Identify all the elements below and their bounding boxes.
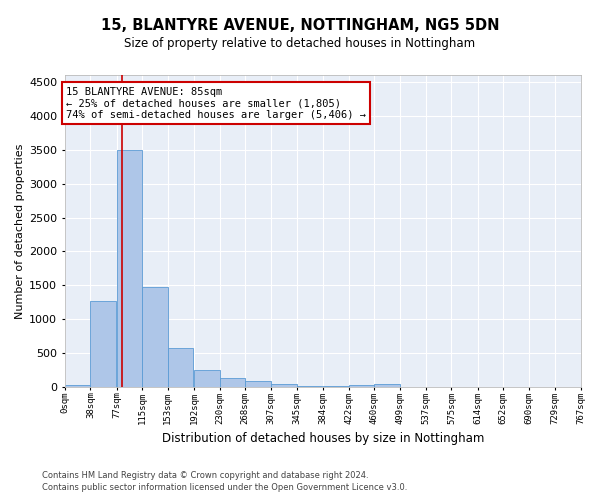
Bar [194,370,220,388]
Text: 15 BLANTYRE AVENUE: 85sqm
← 25% of detached houses are smaller (1,805)
74% of se: 15 BLANTYRE AVENUE: 85sqm ← 25% of detac… [66,86,366,120]
Y-axis label: Number of detached properties: Number of detached properties [15,144,25,319]
Bar [116,150,142,388]
Bar [168,348,193,388]
Bar [91,301,116,388]
Bar [297,386,322,388]
Bar [271,384,297,388]
Bar [142,287,168,388]
Bar [349,384,374,388]
Bar [374,384,400,388]
X-axis label: Distribution of detached houses by size in Nottingham: Distribution of detached houses by size … [161,432,484,445]
Text: Size of property relative to detached houses in Nottingham: Size of property relative to detached ho… [124,38,476,51]
Text: Contains HM Land Registry data © Crown copyright and database right 2024.: Contains HM Land Registry data © Crown c… [42,471,368,480]
Bar [323,386,349,388]
Bar [245,381,271,388]
Text: 15, BLANTYRE AVENUE, NOTTINGHAM, NG5 5DN: 15, BLANTYRE AVENUE, NOTTINGHAM, NG5 5DN [101,18,499,32]
Bar [220,378,245,388]
Bar [65,385,91,388]
Text: Contains public sector information licensed under the Open Government Licence v3: Contains public sector information licen… [42,484,407,492]
